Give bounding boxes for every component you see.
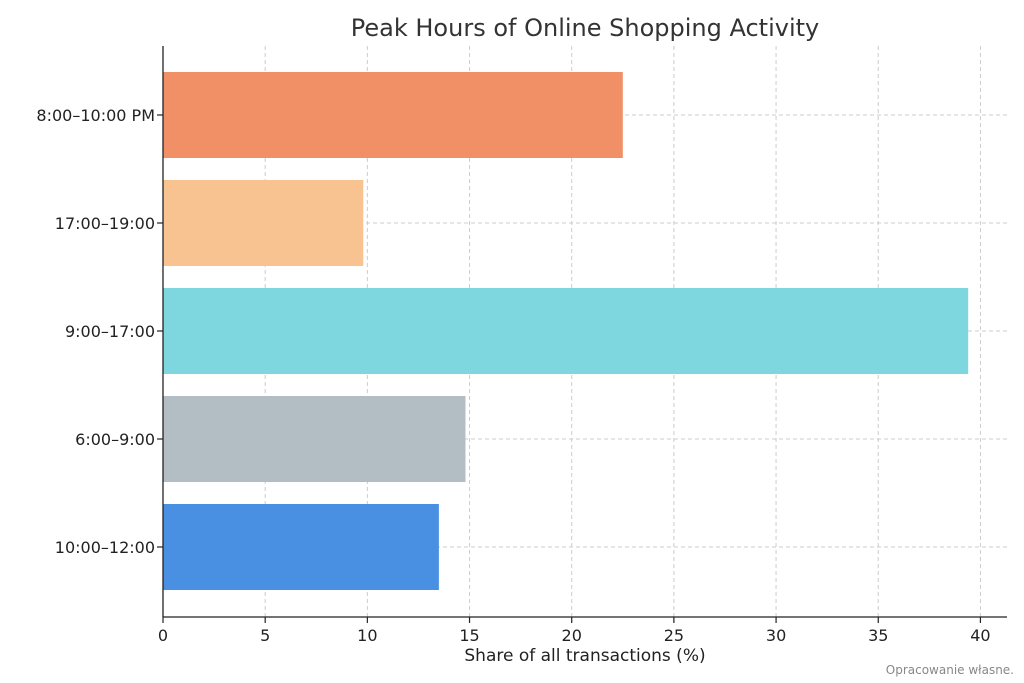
source-note: Opracowanie własne. — [885, 663, 1014, 677]
x-ticks: 0 5 10 15 20 25 30 35 40 — [158, 617, 991, 645]
bar — [163, 504, 439, 590]
x-tick-label: 40 — [970, 626, 990, 645]
bar — [163, 180, 364, 266]
x-tick-label: 20 — [562, 626, 582, 645]
y-tick-label: 8:00–10:00 PM — [36, 106, 155, 125]
x-tick-label: 35 — [868, 626, 888, 645]
y-tick-label: 10:00–12:00 — [55, 538, 155, 557]
y-tick-label: 9:00–17:00 — [65, 322, 155, 341]
x-tick-label: 10 — [357, 626, 377, 645]
chart-title: Peak Hours of Online Shopping Activity — [351, 14, 819, 42]
x-tick-label: 30 — [766, 626, 786, 645]
x-axis-label: Share of all transactions (%) — [464, 646, 705, 666]
x-tick-label: 0 — [158, 626, 168, 645]
bars — [163, 72, 969, 590]
x-tick-label: 15 — [459, 626, 479, 645]
x-tick-label: 5 — [260, 626, 270, 645]
bar — [163, 396, 466, 482]
y-tick-label: 6:00–9:00 — [75, 430, 155, 449]
x-tick-label: 25 — [664, 626, 684, 645]
bar — [163, 72, 623, 158]
y-tick-label: 17:00–19:00 — [55, 214, 155, 233]
bar — [163, 288, 969, 374]
y-ticks: 10:00–12:00 6:00–9:00 9:00–17:00 17:00–19:0… — [36, 106, 163, 557]
